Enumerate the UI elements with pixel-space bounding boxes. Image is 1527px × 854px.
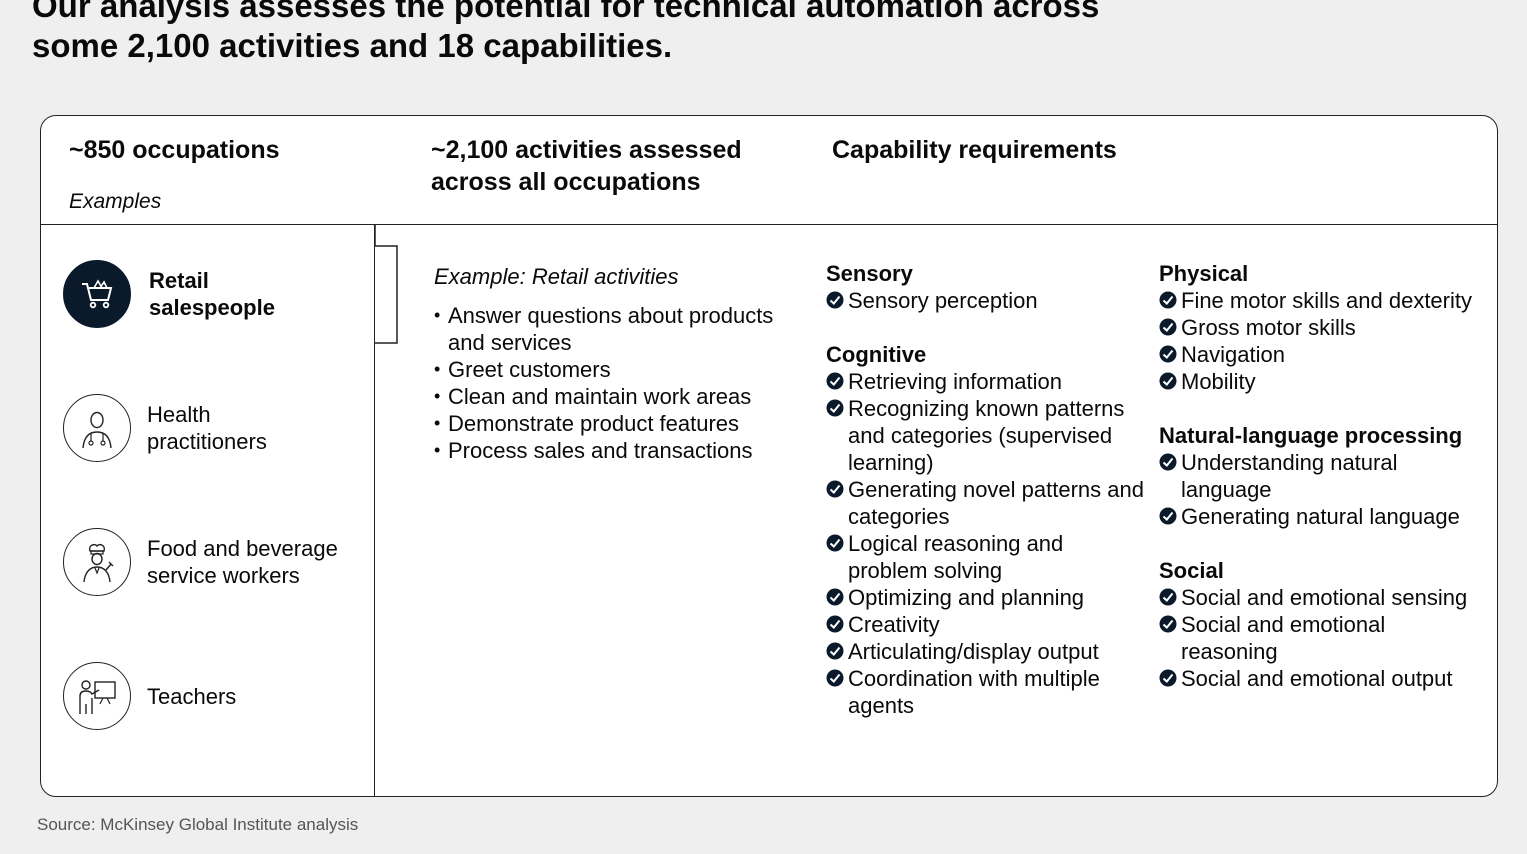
source-note: Source: McKinsey Global Institute analys… <box>37 815 359 834</box>
list-item: Demonstrate product features <box>434 410 794 437</box>
list-item: Greet customers <box>434 356 794 383</box>
header-divider <box>41 224 1497 225</box>
capability-label: Retrieving information <box>848 369 1062 394</box>
occupation-teachers: Teachers <box>63 660 363 732</box>
check-icon <box>826 480 844 498</box>
bracket-connector <box>374 225 398 344</box>
occupation-retail: Retail salespeople <box>63 258 363 330</box>
teacher-icon <box>63 662 131 730</box>
capability-label: Generating novel patterns and categories <box>848 477 1144 529</box>
capability-label: Logical reasoning and problem solving <box>848 531 1064 583</box>
capability-item: Generating natural language <box>1159 503 1479 530</box>
capability-label: Understanding natural language <box>1181 450 1398 502</box>
capability-item: Recognizing known patterns and categorie… <box>826 395 1146 476</box>
capability-item: Sensory perception <box>826 287 1146 314</box>
capability-item: Social and emotional output <box>1159 665 1479 692</box>
check-icon <box>1159 291 1177 309</box>
list-item: Answer questions about products and serv… <box>434 302 794 356</box>
capability-group-title: Sensory <box>826 261 913 286</box>
check-icon <box>1159 318 1177 336</box>
doctor-icon <box>63 394 131 462</box>
check-icon <box>1159 669 1177 687</box>
capability-item: Social and emotional reasoning <box>1159 611 1479 665</box>
occupation-health: Health practitioners <box>63 392 363 464</box>
example-title: Example: Retail activities <box>434 264 679 289</box>
capability-item: Logical reasoning and problem solving <box>826 530 1146 584</box>
capability-group-cognitive: Cognitive Retrieving information Recogni… <box>826 341 1146 719</box>
page-title: Our analysis assesses the potential for … <box>32 0 1100 64</box>
occupation-label: Health practitioners <box>147 402 267 454</box>
capability-item: Mobility <box>1159 368 1479 395</box>
check-icon <box>826 291 844 309</box>
occupation-label: Retail salespeople <box>149 268 275 320</box>
occupation-food: Food and beverage service workers <box>63 526 363 598</box>
capability-group-social: Social Social and emotional sensing Soci… <box>1159 557 1479 692</box>
capability-label: Mobility <box>1181 369 1256 394</box>
capability-label: Recognizing known patterns and categorie… <box>848 396 1125 475</box>
check-icon <box>826 372 844 390</box>
capability-label: Coordination with multiple agents <box>848 666 1100 718</box>
capability-group-sensory: Sensory Sensory perception <box>826 260 1146 314</box>
capability-label: Creativity <box>848 612 940 637</box>
capability-label: Gross motor skills <box>1181 315 1356 340</box>
check-icon <box>826 615 844 633</box>
capability-item: Generating novel patterns and categories <box>826 476 1146 530</box>
capability-item: Retrieving information <box>826 368 1146 395</box>
capability-group-title: Natural-language processing <box>1159 423 1463 448</box>
capabilities-heading: Capability requirements <box>832 136 1117 164</box>
capability-label: Generating natural language <box>1181 504 1460 529</box>
capability-group-nlp: Natural-language processing Understandin… <box>1159 422 1479 530</box>
chef-icon <box>63 528 131 596</box>
capability-column-left: Sensory Sensory perception Cognitive Ret… <box>826 260 1146 746</box>
check-icon <box>1159 453 1177 471</box>
capability-item: Coordination with multiple agents <box>826 665 1146 719</box>
capability-item: Fine motor skills and dexterity <box>1159 287 1479 314</box>
check-icon <box>826 669 844 687</box>
capability-label: Articulating/display output <box>848 639 1099 664</box>
check-icon <box>826 534 844 552</box>
occupation-label: Teachers <box>147 683 237 709</box>
capability-item: Gross motor skills <box>1159 314 1479 341</box>
capability-item: Navigation <box>1159 341 1479 368</box>
capability-label: Fine motor skills and dexterity <box>1181 288 1472 313</box>
capability-label: Optimizing and planning <box>848 585 1085 610</box>
framework-panel: ~850 occupations Examples ~2,100 activit… <box>40 115 1498 797</box>
capability-group-title: Social <box>1159 558 1224 583</box>
shopping-cart-icon <box>63 260 131 328</box>
capability-label: Social and emotional sensing <box>1181 585 1468 610</box>
capability-label: Sensory perception <box>848 288 1038 313</box>
capability-item: Understanding natural language <box>1159 449 1479 503</box>
examples-label: Examples <box>69 190 162 213</box>
capability-label: Social and emotional reasoning <box>1181 612 1386 664</box>
activities-heading: ~2,100 activities assessed across all oc… <box>431 136 742 196</box>
capability-item: Articulating/display output <box>826 638 1146 665</box>
list-item: Clean and maintain work areas <box>434 383 794 410</box>
capability-label: Navigation <box>1181 342 1285 367</box>
list-item: Process sales and transactions <box>434 437 794 464</box>
capability-item: Optimizing and planning <box>826 584 1146 611</box>
capability-group-physical: Physical Fine motor skills and dexterity… <box>1159 260 1479 395</box>
capability-item: Creativity <box>826 611 1146 638</box>
column-divider <box>374 224 375 796</box>
activity-list: Answer questions about products and serv… <box>434 302 794 464</box>
check-icon <box>1159 588 1177 606</box>
check-icon <box>1159 507 1177 525</box>
occupation-label: Food and beverage service workers <box>147 536 338 588</box>
check-icon <box>826 399 844 417</box>
capability-item: Social and emotional sensing <box>1159 584 1479 611</box>
capability-label: Social and emotional output <box>1181 666 1453 691</box>
check-icon <box>1159 372 1177 390</box>
capability-column-right: Physical Fine motor skills and dexterity… <box>1159 260 1479 719</box>
check-icon <box>1159 345 1177 363</box>
check-icon <box>1159 615 1177 633</box>
check-icon <box>826 588 844 606</box>
occupations-heading: ~850 occupations <box>69 136 280 164</box>
capability-group-title: Physical <box>1159 261 1249 286</box>
capability-group-title: Cognitive <box>826 342 927 367</box>
check-icon <box>826 642 844 660</box>
